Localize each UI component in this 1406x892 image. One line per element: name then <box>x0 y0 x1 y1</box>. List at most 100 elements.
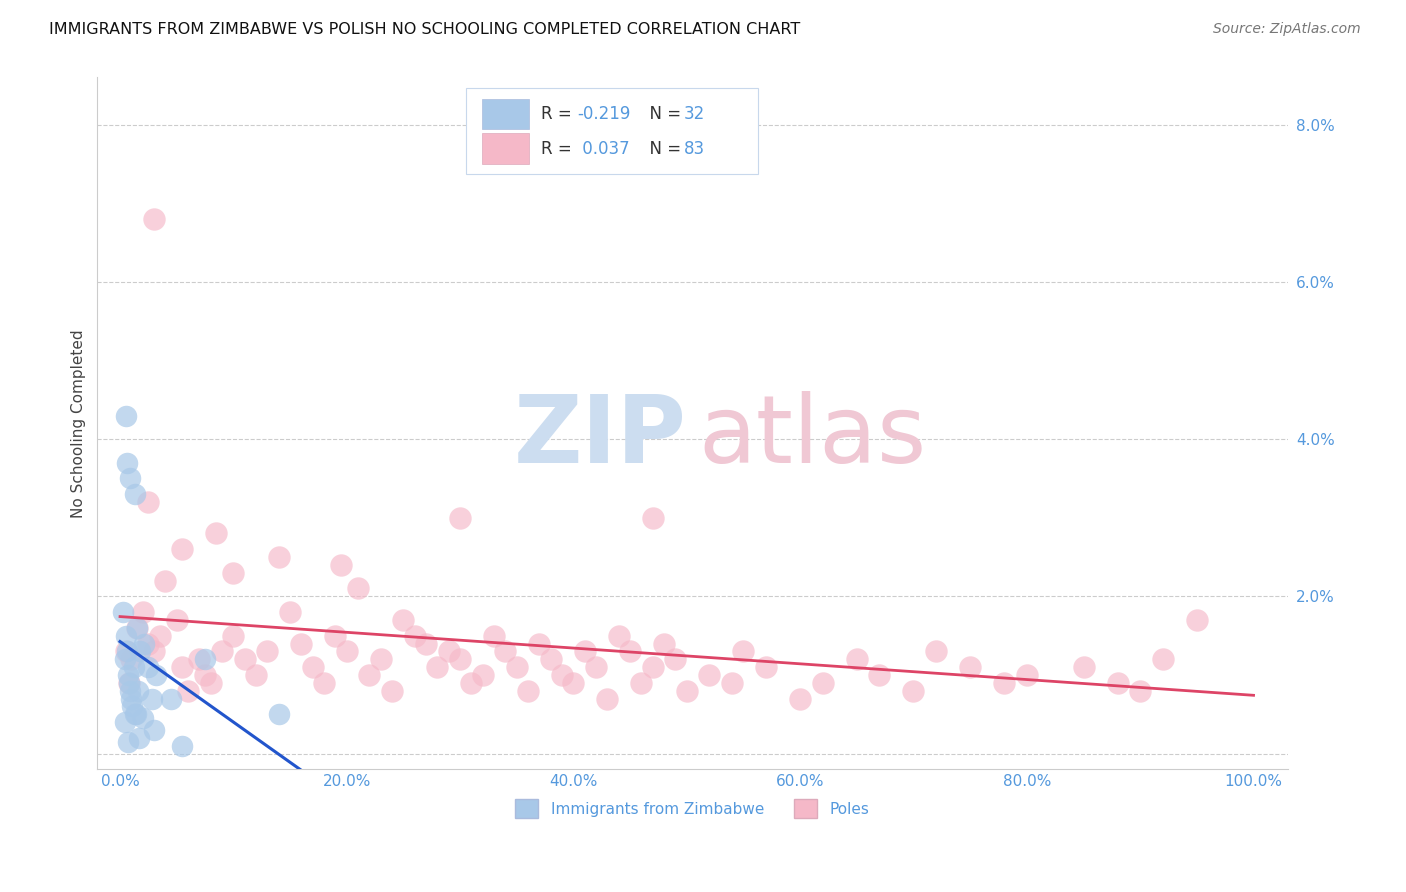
Point <box>415 636 437 650</box>
Point <box>245 668 267 682</box>
Text: 32: 32 <box>685 105 706 123</box>
Point <box>641 510 664 524</box>
FancyBboxPatch shape <box>482 134 530 164</box>
Y-axis label: No Schooling Completed: No Schooling Completed <box>72 329 86 517</box>
Point <box>120 691 142 706</box>
Point <box>115 644 138 658</box>
FancyBboxPatch shape <box>467 87 758 174</box>
Point <box>120 683 142 698</box>
Point <box>117 735 139 749</box>
Point <box>370 652 392 666</box>
Point <box>959 660 981 674</box>
Point <box>426 660 449 674</box>
Point <box>194 668 217 682</box>
Point <box>312 675 335 690</box>
Point <box>141 691 163 706</box>
Point <box>121 699 143 714</box>
Point <box>404 629 426 643</box>
Point <box>301 660 323 674</box>
Point <box>596 691 619 706</box>
Legend: Immigrants from Zimbabwe, Poles: Immigrants from Zimbabwe, Poles <box>509 793 876 824</box>
Point <box>278 605 301 619</box>
Point <box>449 510 471 524</box>
Point <box>1073 660 1095 674</box>
Point <box>437 644 460 658</box>
Point <box>145 668 167 682</box>
Point <box>177 683 200 698</box>
Point <box>131 605 153 619</box>
Point <box>1185 613 1208 627</box>
Point <box>129 644 152 658</box>
Point <box>517 683 540 698</box>
Point <box>117 668 139 682</box>
Point <box>172 542 194 557</box>
Point <box>125 621 148 635</box>
Point <box>1152 652 1174 666</box>
Point <box>392 613 415 627</box>
Point <box>118 675 141 690</box>
Point <box>675 683 697 698</box>
Point <box>574 644 596 658</box>
Point <box>211 644 233 658</box>
Text: Source: ZipAtlas.com: Source: ZipAtlas.com <box>1213 22 1361 37</box>
Point <box>122 660 145 674</box>
Point <box>267 707 290 722</box>
Point <box>200 675 222 690</box>
Point <box>120 652 142 666</box>
Text: ZIP: ZIP <box>513 392 686 483</box>
Point <box>222 629 245 643</box>
Point <box>114 409 136 423</box>
Point <box>460 675 482 690</box>
Text: R =: R = <box>541 105 578 123</box>
Text: -0.219: -0.219 <box>576 105 630 123</box>
Point <box>114 652 136 666</box>
Point <box>267 549 290 564</box>
Point <box>585 660 607 674</box>
Text: IMMIGRANTS FROM ZIMBABWE VS POLISH NO SCHOOLING COMPLETED CORRELATION CHART: IMMIGRANTS FROM ZIMBABWE VS POLISH NO SC… <box>49 22 800 37</box>
Point <box>143 723 166 737</box>
Point <box>120 471 142 485</box>
Point <box>188 652 211 666</box>
Point <box>755 660 778 674</box>
Point <box>155 574 177 588</box>
Point <box>114 715 136 730</box>
Point <box>143 644 166 658</box>
Point <box>607 629 630 643</box>
Point <box>172 660 194 674</box>
Point <box>347 582 370 596</box>
FancyBboxPatch shape <box>482 99 530 129</box>
Point <box>551 668 574 682</box>
Point <box>494 644 516 658</box>
Point <box>125 707 148 722</box>
Point <box>172 739 194 753</box>
Point <box>641 660 664 674</box>
Point <box>166 613 188 627</box>
Point <box>506 660 529 674</box>
Point <box>115 456 138 470</box>
Point <box>1107 675 1129 690</box>
Text: N =: N = <box>638 140 686 158</box>
Point <box>205 526 228 541</box>
Point <box>699 668 721 682</box>
Point <box>381 683 404 698</box>
Point <box>118 675 141 690</box>
Point <box>925 644 948 658</box>
Point <box>125 621 148 635</box>
Point <box>811 675 834 690</box>
Point <box>330 558 353 572</box>
Point <box>652 636 675 650</box>
Text: R =: R = <box>541 140 578 158</box>
Point <box>138 495 160 509</box>
Text: N =: N = <box>638 105 686 123</box>
Point <box>1129 683 1152 698</box>
Point <box>124 707 146 722</box>
Point <box>194 652 217 666</box>
Point <box>869 668 891 682</box>
Point <box>540 652 562 666</box>
Text: 0.037: 0.037 <box>576 140 630 158</box>
Point <box>721 675 744 690</box>
Point <box>845 652 868 666</box>
Point <box>630 675 652 690</box>
Point <box>138 660 160 674</box>
Point <box>131 711 153 725</box>
